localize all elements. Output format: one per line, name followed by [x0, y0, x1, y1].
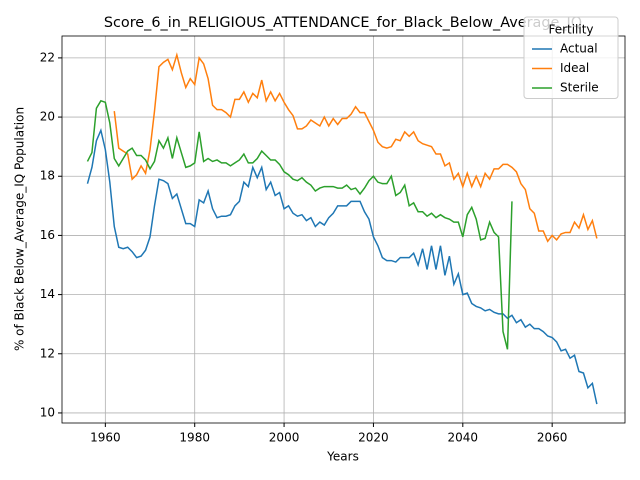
- y-tick-label: 22: [40, 50, 55, 64]
- plot-frame: [61, 35, 626, 424]
- y-tick-label: 18: [40, 169, 55, 183]
- legend-title: Fertility: [548, 23, 593, 37]
- x-tick-label: 1980: [179, 431, 210, 445]
- line-series: [86, 127, 598, 405]
- line-series: [113, 52, 598, 243]
- x-tick-label: 2040: [448, 431, 479, 445]
- y-tick-label: 16: [40, 228, 55, 242]
- legend-box: [523, 16, 619, 99]
- y-axis-label: % of Black Below_Average_IQ Population: [13, 107, 27, 351]
- x-tick-label: 1960: [90, 431, 121, 445]
- x-axis-label: Years: [326, 450, 359, 464]
- legend-label: Sterile: [560, 81, 599, 95]
- y-tick-label: 20: [40, 110, 55, 124]
- legend-label: Actual: [560, 42, 598, 56]
- legend-label: Ideal: [560, 61, 589, 75]
- x-tick-label: 2020: [358, 431, 389, 445]
- x-tick-label: 2000: [269, 431, 300, 445]
- line-series: [86, 99, 513, 350]
- chart-title: Score_6_in_RELIGIOUS_ATTENDANCE_for_Blac…: [104, 15, 582, 31]
- y-tick-label: 12: [40, 346, 55, 360]
- x-tick-label: 2060: [537, 431, 568, 445]
- y-tick-label: 14: [40, 287, 55, 301]
- y-tick-label: 10: [40, 405, 55, 419]
